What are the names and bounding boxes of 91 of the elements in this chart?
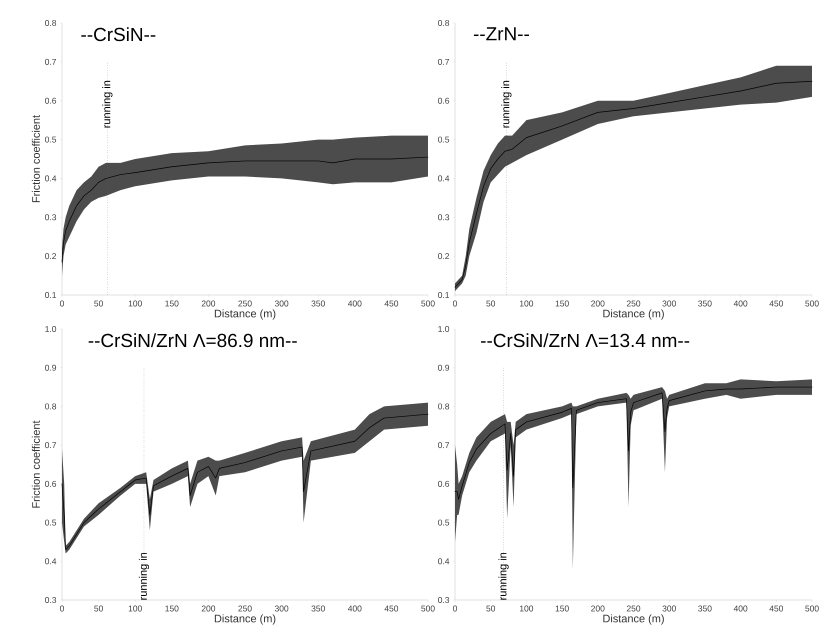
- x-tick-label: 250: [626, 606, 640, 612]
- x-tick-label: 400: [734, 300, 748, 306]
- y-tick-label: 0.5: [45, 136, 56, 143]
- y-tick-label: 0.3: [45, 214, 56, 220]
- x-tick-label: 100: [128, 300, 142, 306]
- x-tick-label: 0: [452, 606, 458, 612]
- x-tick-label: 350: [311, 300, 325, 306]
- y-axis-title: Friction coefficient: [32, 420, 40, 508]
- x-tick-label: 50: [486, 300, 496, 306]
- y-tick-label: 0.7: [45, 442, 56, 448]
- x-tick-label: 350: [698, 606, 712, 612]
- y-tick-label: 0.4: [45, 558, 56, 564]
- y-tick-label: 0.1: [45, 292, 56, 298]
- x-tick-label: 450: [769, 300, 784, 306]
- y-tick-label: 0.5: [45, 520, 56, 526]
- x-tick-label: 350: [311, 606, 325, 612]
- y-tick-label: 0.2: [438, 253, 450, 260]
- x-tick-label: 150: [165, 300, 179, 306]
- y-axis-title: Friction coefficient: [32, 115, 40, 202]
- x-tick-label: 100: [520, 606, 534, 612]
- x-tick-label: 150: [165, 606, 179, 612]
- x-axis-title: Distance (m): [214, 309, 276, 320]
- chart-title: --CrSiN--: [81, 27, 156, 42]
- x-tick-label: 500: [805, 300, 819, 306]
- x-tick-label: 250: [238, 300, 252, 306]
- y-tick-label: 0.8: [438, 20, 450, 26]
- y-tick-label: 0.6: [438, 98, 450, 104]
- y-tick-label: 0.1: [438, 292, 450, 298]
- x-tick-label: 50: [94, 300, 103, 306]
- chart-title: --ZrN--: [474, 27, 529, 40]
- x-tick-label: 200: [202, 606, 216, 612]
- x-tick-label: 100: [520, 300, 534, 306]
- x-tick-label: 300: [274, 606, 288, 612]
- x-axis-title: Distance (m): [214, 614, 276, 625]
- x-axis-title: Distance (m): [603, 309, 664, 320]
- x-tick-label: 150: [556, 606, 569, 612]
- x-tick-label: 250: [626, 300, 640, 306]
- y-tick-label: 0.3: [45, 597, 56, 603]
- y-tick-label: 0.4: [438, 175, 450, 182]
- x-tick-label: 100: [128, 606, 142, 612]
- x-tick-label: 250: [238, 606, 252, 612]
- line-series: [454, 386, 812, 500]
- ref-line-label: running in: [138, 552, 150, 600]
- ref-line-label: running in: [102, 80, 112, 128]
- y-tick-label: 0.8: [438, 403, 450, 410]
- y-tick-label: 0.6: [438, 480, 450, 487]
- y-tick-label: 0.7: [438, 442, 450, 448]
- x-tick-label: 500: [805, 606, 819, 612]
- y-tick-label: 1.0: [45, 326, 56, 332]
- y-tick-label: 0.5: [438, 520, 450, 526]
- x-tick-label: 450: [384, 606, 398, 612]
- x-tick-label: 200: [591, 606, 605, 612]
- x-tick-label: 400: [348, 300, 362, 306]
- x-tick-label: 200: [591, 300, 605, 306]
- x-tick-label: 500: [421, 300, 435, 306]
- x-tick-label: 200: [202, 300, 216, 306]
- x-tick-label: 0: [60, 606, 64, 612]
- y-tick-label: 0.3: [438, 214, 450, 220]
- y-tick-label: 0.8: [45, 20, 56, 26]
- y-tick-label: 0.9: [438, 364, 450, 371]
- y-tick-label: 0.4: [45, 175, 56, 182]
- x-tick-label: 300: [662, 300, 676, 306]
- x-tick-label: 0: [452, 300, 458, 306]
- y-tick-label: 0.5: [438, 136, 450, 143]
- x-tick-label: 400: [348, 606, 362, 612]
- y-tick-label: 0.3: [438, 597, 450, 603]
- chart-title: --CrSiN/ZrN Λ=13.4 nm--: [481, 333, 690, 348]
- y-tick-label: 0.4: [438, 558, 450, 564]
- y-tick-label: 0.9: [45, 364, 56, 371]
- x-tick-label: 500: [421, 606, 435, 612]
- x-tick-label: 400: [734, 606, 748, 612]
- x-tick-label: 450: [769, 606, 784, 612]
- y-tick-label: 0.7: [45, 58, 56, 65]
- x-tick-label: 150: [556, 300, 569, 306]
- x-tick-label: 50: [486, 606, 496, 612]
- x-axis-title: Distance (m): [603, 614, 664, 625]
- x-tick-label: 0: [60, 300, 64, 306]
- x-tick-label: 450: [384, 300, 398, 306]
- y-tick-label: 0.2: [45, 253, 56, 260]
- ref-line-label: running in: [501, 80, 512, 128]
- y-tick-label: 1.0: [438, 326, 450, 332]
- x-tick-label: 50: [94, 606, 103, 612]
- y-tick-label: 0.6: [45, 480, 56, 487]
- x-tick-label: 300: [274, 300, 288, 306]
- x-tick-label: 300: [662, 606, 676, 612]
- x-tick-label: 350: [698, 300, 712, 306]
- y-tick-label: 0.8: [45, 403, 56, 410]
- y-tick-label: 0.7: [438, 58, 450, 65]
- chart-title: --CrSiN/ZrN Λ=86.9 nm--: [88, 333, 297, 348]
- y-tick-label: 0.6: [45, 98, 56, 104]
- ref-line-label: running in: [498, 552, 509, 600]
